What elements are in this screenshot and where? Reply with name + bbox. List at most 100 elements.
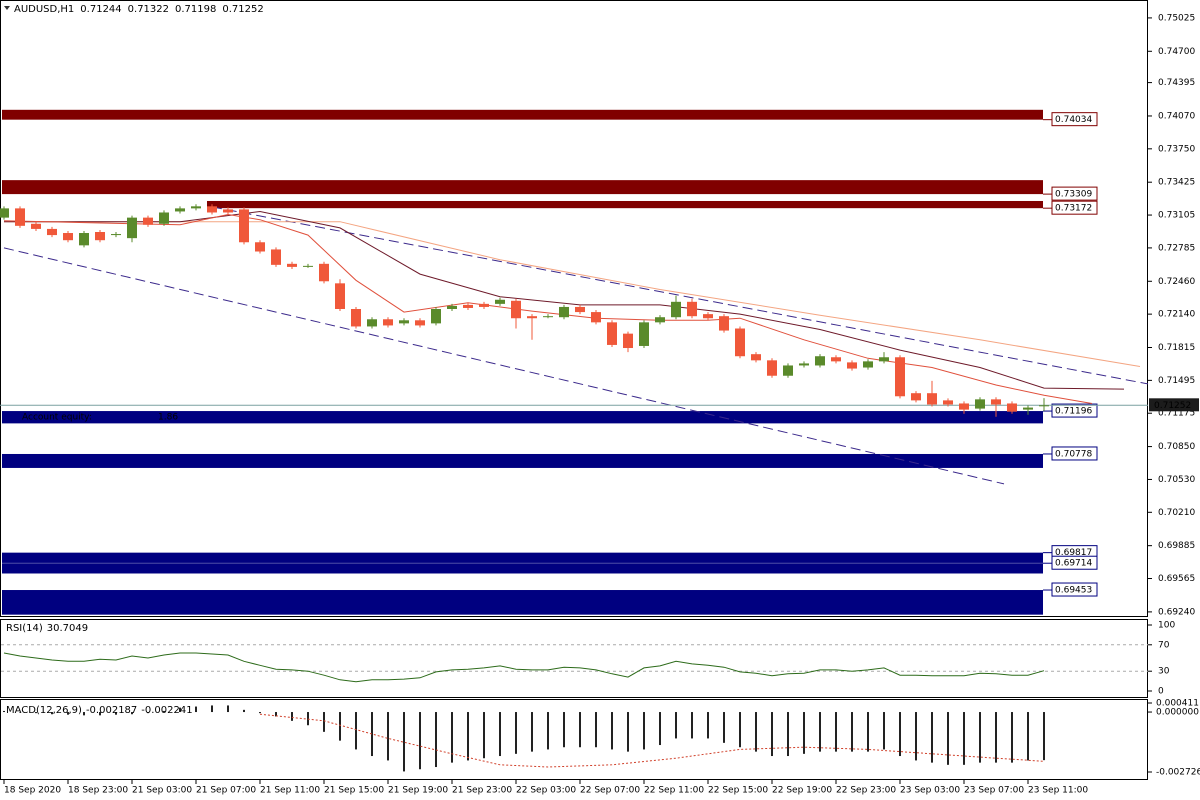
x-tick-label: 18 Sep 2020 [4, 786, 61, 796]
candle-body [927, 393, 937, 405]
candle-body [303, 265, 313, 267]
candle-body [271, 249, 281, 265]
signal-line [259, 713, 1045, 768]
macd-bar [3, 710, 5, 713]
last-price: 0.71252 [1154, 401, 1191, 411]
zone-label: 0.71196 [1055, 407, 1092, 417]
y-tick-label: 0.72140 [1158, 310, 1195, 320]
candle-body [351, 309, 361, 327]
candle-body [63, 233, 73, 241]
macd-bar [931, 712, 933, 763]
zone [2, 552, 1043, 563]
candle-body [863, 361, 873, 368]
macd-bar [899, 712, 901, 757]
x-tick-label: 22 Sep 03:00 [516, 786, 576, 796]
zone-label-box [1051, 446, 1098, 461]
candle-body [703, 314, 713, 319]
candle-body [95, 231, 105, 241]
macd-bar [563, 712, 565, 748]
macd-bar [307, 712, 309, 726]
main-panel [0, 0, 1148, 617]
moving-average [4, 210, 1125, 390]
indicator-value: 30.7049 [47, 623, 88, 634]
candle-body [383, 319, 393, 326]
zone-label: 0.70778 [1055, 449, 1092, 459]
candle-body [31, 223, 41, 229]
candle-body [783, 365, 793, 376]
zone-label-box [1051, 555, 1098, 570]
macd-bar [451, 712, 453, 763]
y-tick-label: 0.70530 [1158, 475, 1195, 485]
candle-body [127, 217, 137, 239]
macd-bar [867, 712, 869, 752]
candle-body [895, 357, 905, 397]
y-tick-label: 0.73105 [1158, 211, 1195, 221]
candle-body [751, 354, 761, 361]
candle-body [543, 316, 553, 318]
x-tick-label: 21 Sep 11:00 [260, 786, 320, 796]
candle-body [799, 363, 809, 366]
moving-average [4, 221, 1141, 367]
zone-label-box [1051, 582, 1098, 597]
macd-bar [83, 712, 85, 716]
y-tick-label: 0.69565 [1158, 574, 1195, 584]
x-tick-label: 22 Sep 07:00 [580, 786, 640, 796]
y-tick-label: 0.72460 [1158, 277, 1195, 287]
candle-body [479, 303, 489, 307]
candle-body [399, 320, 409, 324]
macd-bar [339, 712, 341, 741]
candle-body [1023, 407, 1033, 410]
trendline [211, 206, 1149, 385]
candle-body [175, 208, 185, 212]
x-tick-label: 22 Sep 11:00 [644, 786, 704, 796]
macd-bar [419, 712, 421, 770]
y-tick-label: -0.002726 [1156, 768, 1200, 778]
macd-bar [611, 712, 613, 750]
y-tick-label: 0.74700 [1158, 47, 1195, 57]
macd-bar [851, 712, 853, 752]
y-tick-label: 0.69885 [1158, 541, 1195, 551]
zone-label-box [1051, 403, 1098, 418]
candle-body [815, 356, 825, 366]
candle-body [463, 304, 473, 308]
macd-bar [739, 712, 741, 748]
candle-body [623, 333, 633, 349]
macd-bar [515, 712, 517, 754]
x-tick-label: 22 Sep 23:00 [836, 786, 896, 796]
macd-bar [675, 712, 677, 739]
macd-bar [499, 712, 501, 757]
candle-body [847, 362, 857, 369]
y-tick-label: 0.73425 [1158, 178, 1195, 188]
candle-body [159, 212, 169, 224]
macd-bar [691, 712, 693, 739]
x-tick-label: 23 Sep 07:00 [964, 786, 1024, 796]
rsi-panel [0, 619, 1148, 698]
macd-bar [1043, 712, 1045, 761]
y-tick-label: 0.71815 [1158, 343, 1195, 353]
zone-label-box [1051, 200, 1098, 215]
symbol: AUDUSD,H1 [14, 4, 74, 15]
menu-arrow[interactable] [4, 6, 10, 10]
x-tick-label: 22 Sep 15:00 [708, 786, 768, 796]
macd-bar [579, 712, 581, 748]
candle-body [335, 283, 345, 309]
candle-body [767, 360, 777, 376]
zone [2, 109, 1043, 120]
account-value: 1.86 [158, 413, 178, 423]
macd-bar [979, 712, 981, 763]
x-tick-label: 21 Sep 19:00 [388, 786, 448, 796]
candle-body [607, 322, 617, 345]
y-tick-label: 100 [1158, 621, 1175, 631]
candle-body [143, 217, 153, 225]
account-label: Account equity: [22, 413, 92, 423]
candle-body [879, 357, 889, 362]
x-tick-label: 21 Sep 07:00 [196, 786, 256, 796]
candle-body [447, 305, 457, 309]
candle-body [191, 206, 201, 209]
y-tick-label: 0.72785 [1158, 243, 1195, 253]
candle-body [415, 320, 425, 326]
candle-body [111, 234, 121, 236]
y-tick-label: 70 [1158, 640, 1170, 650]
